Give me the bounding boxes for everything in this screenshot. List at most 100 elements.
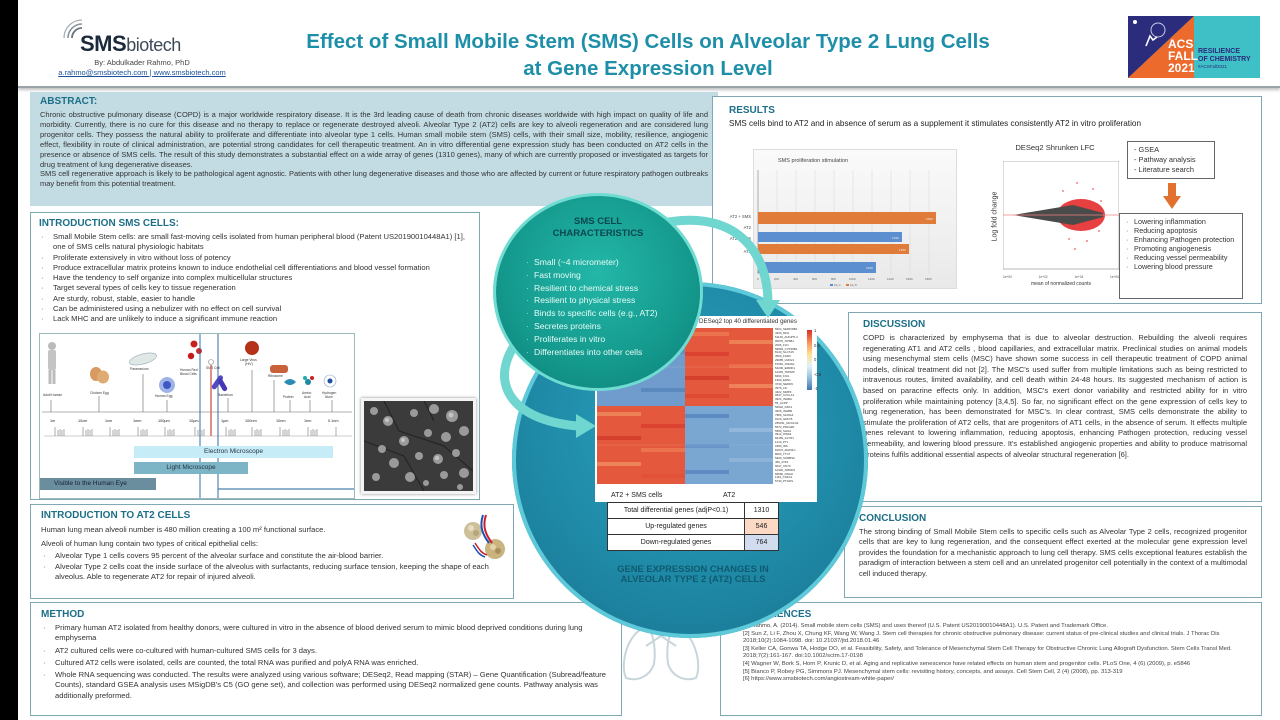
- svg-text:Acid: Acid: [304, 395, 311, 399]
- list-item: Proliferate extensively in vitro without…: [39, 253, 471, 264]
- abstract-paragraph-2: SMS cell regenerative approach is likely…: [40, 169, 708, 189]
- curved-arrow-to-heatmap-icon: [656, 215, 780, 318]
- results-subtitle: SMS cells bind to AT2 and in absence of …: [729, 119, 1141, 128]
- colorbar-tick: 0: [814, 357, 817, 362]
- website-link[interactable]: www.smsbiotech.com: [153, 68, 226, 77]
- ma-plot-xticks: 1e+00 1e+02 1e+04 1e+06: [1003, 275, 1119, 279]
- svg-text:1cm: 1cm: [105, 419, 112, 423]
- gene-label: 10402_SPINK5: [775, 468, 795, 472]
- author-name: By: Abdulkader Rahmo, PhD: [94, 58, 190, 67]
- gene-label: 4322_MMP3: [775, 390, 792, 394]
- svg-text:Blood Cells: Blood Cells: [180, 372, 197, 376]
- svg-text:0: 0: [757, 277, 759, 281]
- light-microscope-range: Light Microscope: [166, 464, 216, 471]
- analysis-item: - Pathway analysis: [1134, 155, 1196, 164]
- intro-sms-title: INTRODUCTION SMS CELLS:: [39, 218, 179, 229]
- x-tick: 1e+00: [1003, 275, 1012, 279]
- gene-label: 4739_NEDD9: [775, 382, 793, 386]
- x-tick: 1e+06: [1110, 275, 1119, 279]
- badge-tagline-2: OF CHEMISTRY: [1198, 55, 1251, 63]
- logo-bold-text: SMS: [80, 31, 127, 56]
- stat-label: Up-regulated genes: [607, 518, 745, 535]
- svg-text:Protein: Protein: [283, 395, 294, 399]
- svg-text:1nm: 1nm: [304, 419, 311, 423]
- badge-hashtag: #ACSFall2021: [1198, 64, 1228, 69]
- characteristic-item: Secretes proteins: [524, 320, 658, 333]
- author-email-link[interactable]: a.rahmo@smsbiotech.com: [58, 68, 148, 77]
- scale-ticks: [54, 427, 337, 436]
- intro-sms-section: INTRODUCTION SMS CELLS: Small Mobile Ste…: [30, 212, 480, 500]
- svg-text:Human Red: Human Red: [180, 368, 198, 372]
- characteristic-item: Binds to specific cells (e.g., AT2): [524, 307, 658, 320]
- stat-value: 764: [744, 534, 779, 551]
- list-item: Alveolar Type 1 cells covers 95 percent …: [41, 551, 503, 562]
- acs-fall-2021-badge: ACS FALL 2021 RESILIENCE OF CHEMISTRY #A…: [1128, 16, 1260, 78]
- gene-label: 3500_FGD6: [775, 355, 791, 359]
- gene-label: 5037_CD70: [775, 464, 791, 468]
- list-item: AT2 cultured cells were co-cultured with…: [41, 646, 611, 657]
- svg-text:Large Virus: Large Virus: [240, 358, 257, 362]
- svg-text:1050: 1050: [866, 266, 873, 270]
- svg-text:1800: 1800: [925, 277, 932, 281]
- svg-text:400: 400: [793, 277, 798, 281]
- gene-label: 55_ACPP: [775, 402, 788, 406]
- bar-label: AT2 + SMS: [729, 214, 751, 219]
- smsbiotech-logo: SMSbiotech: [58, 14, 218, 58]
- svg-text:Ribosome: Ribosome: [268, 374, 283, 378]
- ma-plot-ylabel: Log fold change: [991, 191, 999, 242]
- analysis-item: - GSEA: [1134, 145, 1160, 154]
- ma-plot: DESeq2 Shrunken LFC Log fold change 4 1e…: [989, 141, 1119, 291]
- svg-text:10µm: 10µm: [189, 419, 199, 423]
- svg-text:(HIV): (HIV): [245, 362, 253, 366]
- x-tick: 1e+02: [1038, 275, 1048, 279]
- effect-item: Reducing vessel permeability: [1124, 253, 1238, 262]
- gene-label: 4330_MN1: [775, 331, 790, 335]
- svg-text:Atom: Atom: [325, 395, 333, 399]
- references-section: REFERENCES [1] Rahmo, A. (2014). Small m…: [720, 602, 1262, 716]
- gene-label: 5730_PTGDS: [775, 480, 793, 484]
- stat-label: Down-regulated genes: [607, 534, 745, 551]
- logo-wordmark: SMSbiotech: [80, 31, 181, 57]
- stat-label: Total differential genes (adjP<0.1): [607, 502, 745, 519]
- gene-label: 1410_PTL: [775, 441, 789, 445]
- list-item: Whole RNA sequencing was conducted. The …: [41, 670, 611, 701]
- gene-label: 90070_SPSB1: [775, 339, 794, 343]
- analysis-item: - Literature search: [1134, 165, 1194, 174]
- svg-text:Paramecium: Paramecium: [130, 367, 149, 371]
- svg-text:1000: 1000: [849, 277, 856, 281]
- characteristics-list: Small (~4 micrometer) Fast moving Resili…: [524, 256, 658, 358]
- biological-effects-box: Lowering inflammation Reducing apoptosis…: [1119, 213, 1243, 299]
- svg-text:Amino: Amino: [302, 391, 312, 395]
- svg-text:100nm: 100nm: [245, 419, 257, 423]
- colorbar-tick: 1: [814, 328, 817, 333]
- colorbar-labels: 1 0.5 0 -0.5 -1: [814, 328, 821, 401]
- gene-label: 84159_GLYR1: [775, 437, 794, 441]
- svg-text:Bacterium: Bacterium: [218, 393, 233, 397]
- reference-item: [2] Sun Z, Li F, Zhou X, Chung KF, Wang …: [743, 630, 1220, 645]
- reference-link[interactable]: [6] https://www.smsbiotech.com/angiostre…: [743, 676, 894, 683]
- gene-label: 5900_SORBS2: [775, 456, 795, 460]
- gene-label: 57062_SNHG1: [775, 363, 795, 367]
- x-tick: 1e+04: [1074, 275, 1084, 279]
- colorbar-tick: 0.5: [814, 342, 820, 348]
- characteristics-title-line-1: SMS CELL: [573, 216, 623, 227]
- gene-label: 1909_EDN1: [775, 378, 791, 382]
- bar-label: AT2: [743, 249, 751, 254]
- conclusion-title: CONCLUSION: [859, 513, 927, 524]
- sms-cells-sem-image: [361, 398, 476, 494]
- badge-acs: ACS: [1168, 37, 1194, 51]
- table-row: Total differential genes (adjP<0.1) 1310: [607, 502, 779, 519]
- gene-label: 3976_LIF: [775, 386, 788, 390]
- list-item: Target several types of cells key to tis…: [39, 283, 471, 294]
- references-title: REFERENCES: [743, 609, 1239, 620]
- gene-label: 5580_SHOA: [775, 429, 792, 433]
- reference-item: [4] Wagner W, Bork S, Horn P, Krunic D, …: [743, 660, 1191, 667]
- abstract-paragraph-1: Chronic obstructive pulmonary disease (C…: [40, 110, 708, 169]
- badge-year: 2021: [1168, 61, 1195, 75]
- svg-text:Chicken Egg: Chicken Egg: [90, 391, 109, 395]
- table-row: Up-regulated genes 546: [607, 518, 779, 535]
- logo-arcs-icon: [63, 19, 83, 39]
- gene-label: 8140_SLC7A5: [775, 351, 794, 355]
- list-item: Alveolar Type 2 cells coat the inside su…: [41, 562, 503, 583]
- gene-label: 9120_GDF15: [775, 417, 793, 421]
